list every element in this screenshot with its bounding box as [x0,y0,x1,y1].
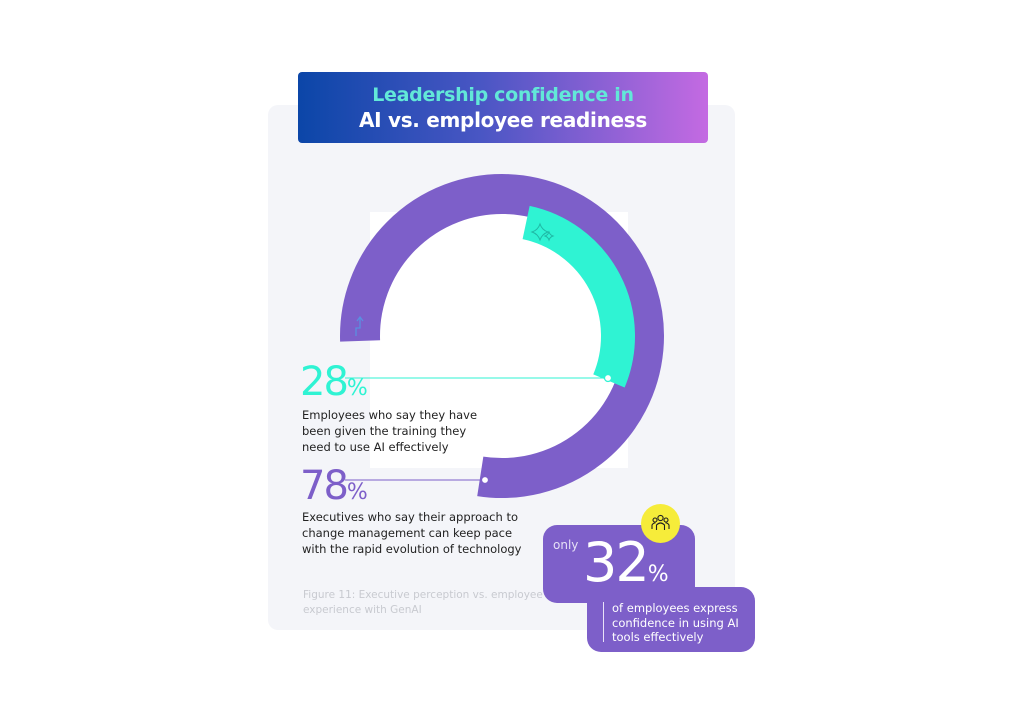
title-banner: Leadership confidence in AI vs. employee… [298,72,708,143]
desc-line: Executives who say their approach to [302,510,518,524]
desc-line: tools effectively [612,630,704,644]
connector-dot-78 [480,475,490,485]
desc-line: with the rapid evolution of technology [302,542,522,556]
arc-executives-78 [340,174,664,498]
desc-line: need to use AI effectively [302,440,449,454]
desc-line: change management can keep pace [302,526,513,540]
desc-line: been given the training they [302,424,467,438]
stat-28-value: 28 [300,359,349,405]
desc-line: Employees who say they have [302,408,478,422]
desc-line: confidence in using AI [612,615,739,630]
stat-28: 28% [300,362,368,409]
stat-32-unit: % [647,562,669,587]
highlight-divider [603,602,604,642]
stat-32: 32% [583,535,669,603]
stat-78-description: Executives who say their approach to cha… [302,509,522,557]
stat-32-value: 32 [583,531,650,594]
stat-32-description: of employees express confidence in using… [612,601,752,645]
highlight-prefix: only [553,538,579,552]
stat-28-description: Employees who say they have been given t… [302,407,477,455]
title-line-2: AI vs. employee readiness [358,108,648,132]
caption-line: Figure 11: Executive perception vs. empl… [303,589,543,601]
stat-78-unit: % [346,480,368,505]
stat-28-unit: % [346,376,368,401]
desc-line: of employees express [612,601,738,615]
connector-dot-28 [603,373,613,383]
arc-employees-28 [522,205,635,388]
stat-78: 78% [300,466,368,513]
stat-78-value: 78 [300,463,349,509]
sparkle-icon [530,222,555,242]
people-group-badge [641,504,680,543]
caption-line: experience with GenAI [303,604,422,616]
trend-up-arrow-icon [355,315,364,336]
highlight-box-join [587,580,695,610]
title-line-1: Leadership confidence in [372,84,634,106]
figure-caption: Figure 11: Executive perception vs. empl… [303,588,543,618]
people-group-icon [651,514,670,530]
